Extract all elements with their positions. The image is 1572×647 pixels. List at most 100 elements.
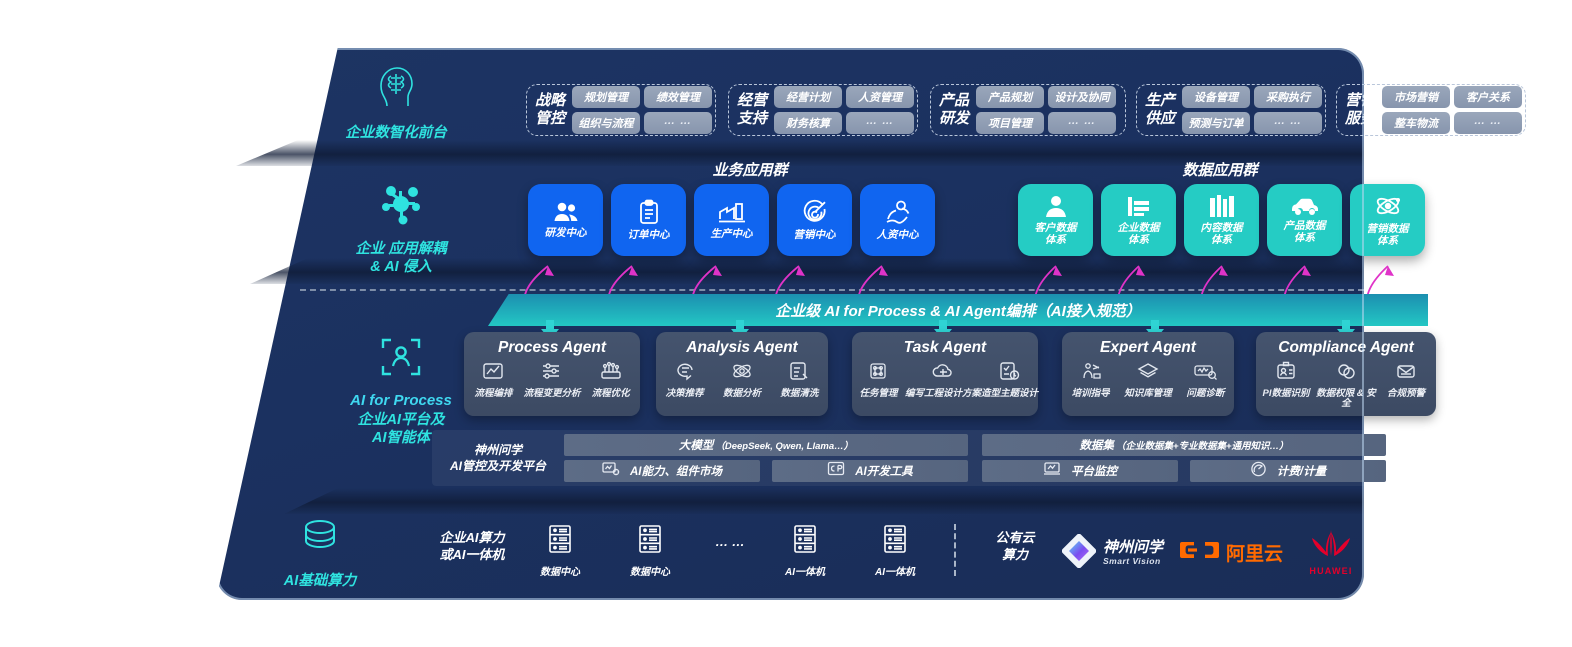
datasets-bar[interactable]: 数据集 （企业数据集+专业数据集+通用知识…） (982, 434, 1386, 456)
feature-label: 知识库管理 (1124, 388, 1172, 399)
agent-feature[interactable]: 问题诊断 (1177, 361, 1234, 399)
agent-feature[interactable]: 数据清洗 (771, 361, 828, 399)
data-card-label: 营销数据 体系 (1366, 222, 1409, 247)
app-card-rd-center[interactable]: 研发中心 (528, 184, 603, 256)
chip[interactable]: 财务核算 (774, 112, 843, 134)
down-arrow-icon (1146, 320, 1164, 340)
ai-boundary-dashed-line (300, 289, 1364, 291)
infra-node-aio-2[interactable]: AI一体机 (865, 524, 925, 578)
data-clean-icon (788, 361, 810, 386)
chip[interactable]: 设备管理 (1182, 86, 1251, 108)
chip[interactable]: 采购执行 (1254, 86, 1323, 108)
public-cloud-line1: 公有云 (995, 530, 1035, 545)
agent-feature[interactable]: 任务管理 (852, 361, 905, 399)
platform-cell-dev-tools[interactable]: AI开发工具 (772, 460, 968, 482)
agent-title: Analysis Agent (686, 339, 798, 356)
data-card-marketing[interactable]: 营销数据 体系 (1350, 184, 1425, 256)
agent-feature[interactable]: 知识库管理 (1119, 361, 1176, 399)
data-card-product[interactable]: 产品数据 体系 (1267, 184, 1342, 256)
agent-card-process[interactable]: Process Agent 流程编排 流程变更分析 流程优化 (464, 332, 640, 416)
chip[interactable]: 预测与订单 (1182, 112, 1251, 134)
agent-feature[interactable]: 造型主题设计 (981, 361, 1038, 399)
chip-more[interactable]: … … (846, 112, 915, 134)
down-arrow-icon (934, 320, 952, 340)
agent-feature[interactable]: PI数据识别 (1256, 361, 1316, 410)
agent-title: Compliance Agent (1278, 339, 1414, 356)
agent-feature[interactable]: 流程优化 (581, 361, 640, 399)
agent-feature[interactable]: 数据权限 & 安全 (1316, 361, 1376, 410)
chip[interactable]: 经营计划 (774, 86, 843, 108)
people-group-icon (553, 201, 579, 223)
layers-icon (1137, 361, 1159, 386)
app-card-order-center[interactable]: 订单中心 (611, 184, 686, 256)
agent-card-task[interactable]: Task Agent 任务管理 编写工程设计方案 造型主题设计 (852, 332, 1038, 416)
agent-feature[interactable]: 编写工程设计方案 (905, 361, 981, 399)
chip[interactable]: 设计及协同 (1048, 86, 1117, 108)
infra-node-aio-1[interactable]: AI一体机 (775, 524, 835, 578)
models-bar[interactable]: 大模型 （DeepSeek, Qwen, Llama…） (564, 434, 968, 456)
agent-feature[interactable]: 流程变更分析 (523, 361, 582, 399)
infra-label-line1: 企业AI算力 (439, 530, 505, 545)
chip-more[interactable]: … … (644, 112, 713, 134)
vendor-sub: Smart Vision (1103, 556, 1161, 567)
platform-cell-billing[interactable]: 计费/计量 (1190, 460, 1386, 482)
chip[interactable]: 组织与流程 (572, 112, 641, 134)
group-chips: 设备管理 采购执行 预测与订单 … … (1182, 86, 1323, 134)
orchestration-banner: 企业级 AI for Process & AI Agent编排（AI接入规范） (488, 294, 1428, 326)
chip-more[interactable]: … … (1048, 112, 1117, 134)
sidebar-label-line3: AI智能体 (372, 429, 430, 446)
infra-node-ellipsis: … … (700, 534, 760, 551)
platform-cell-ai-market[interactable]: AI能力、组件市场 (564, 460, 760, 482)
feature-label: 数据权限 & 安全 (1316, 388, 1376, 410)
agent-card-analysis[interactable]: Analysis Agent 决策推荐 数据分析 数据清洗 (656, 332, 828, 416)
infra-divider-dashed (954, 524, 956, 576)
infra-node-datacenter-1[interactable]: 数据中心 (530, 524, 590, 578)
agent-features: 任务管理 编写工程设计方案 造型主题设计 (852, 361, 1038, 399)
domain-group-strategy[interactable]: 战略 管控 规划管理 绩效管理 组织与流程 … … (526, 84, 716, 136)
agent-feature[interactable]: 流程编排 (464, 361, 523, 399)
agent-features: 决策推荐 数据分析 数据清洗 (656, 361, 828, 399)
data-card-customer[interactable]: 客户数据 体系 (1018, 184, 1093, 256)
chip[interactable]: 产品规划 (976, 86, 1045, 108)
sidebar-label-line1: AI for Process (350, 392, 452, 409)
chip[interactable]: 市场营销 (1382, 86, 1451, 108)
ai-platform-strip: 神州问学 AI管控及开发平台 大模型 （DeepSeek, Qwen, Llama… (432, 430, 1392, 486)
agent-feature[interactable]: 决策推荐 (656, 361, 713, 399)
chip[interactable]: 绩效管理 (644, 86, 713, 108)
group-chips: 规划管理 绩效管理 组织与流程 … … (572, 86, 713, 134)
app-card-production-center[interactable]: 生产中心 (694, 184, 769, 256)
chip[interactable]: 项目管理 (976, 112, 1045, 134)
app-card-hr-center[interactable]: 人资中心 (860, 184, 935, 256)
platform-cell-monitoring[interactable]: 平台监控 (982, 460, 1178, 482)
data-card-enterprise[interactable]: 企业数据 体系 (1101, 184, 1176, 256)
agent-feature[interactable]: 合规预警 (1376, 361, 1436, 410)
group-chips: 经营计划 人资管理 财务核算 … … (774, 86, 915, 134)
list-settings-icon (541, 361, 563, 386)
agent-feature[interactable]: 培训指导 (1062, 361, 1119, 399)
agent-feature[interactable]: 数据分析 (713, 361, 770, 399)
group-name: 营销 服务 (1345, 92, 1376, 127)
chip[interactable]: 规划管理 (572, 86, 641, 108)
group-name: 经营 支持 (737, 92, 768, 127)
vendor-aliyun[interactable]: 阿里云 (1180, 538, 1283, 567)
domain-group-production-supply[interactable]: 生产 供应 设备管理 采购执行 预测与订单 … … (1136, 84, 1326, 136)
chip-more[interactable]: … … (1254, 112, 1323, 134)
chip-more[interactable]: … … (1454, 112, 1523, 134)
domain-group-operations[interactable]: 经营 支持 经营计划 人资管理 财务核算 … … (728, 84, 918, 136)
feature-label: 决策推荐 (665, 388, 704, 399)
data-card-content[interactable]: 内容数据 体系 (1184, 184, 1259, 256)
market-icon (602, 461, 620, 481)
domain-group-product-rd[interactable]: 产品 研发 产品规划 设计及协同 项目管理 … … (930, 84, 1126, 136)
chip[interactable]: 整车物流 (1382, 112, 1451, 134)
agent-card-expert[interactable]: Expert Agent 培训指导 知识库管理 问题诊断 (1062, 332, 1234, 416)
vendor-smart-vision[interactable]: 神州问学 Smart Vision (1061, 533, 1163, 573)
platform-label: 神州问学 AI管控及开发平台 (449, 442, 546, 473)
domain-group-marketing-service[interactable]: 营销 服务 市场营销 客户关系 整车物流 … … (1336, 84, 1526, 136)
chip[interactable]: 人资管理 (846, 86, 915, 108)
chip[interactable]: 客户关系 (1454, 86, 1523, 108)
cell-label: AI开发工具 (855, 466, 913, 478)
infra-node-datacenter-2[interactable]: 数据中心 (620, 524, 680, 578)
app-card-marketing-center[interactable]: 营销中心 (777, 184, 852, 256)
agent-card-compliance[interactable]: Compliance Agent PI数据识别 数据权限 & 安全 合规预警 (1256, 332, 1436, 416)
vendor-huawei[interactable]: HUAWEI (1306, 528, 1356, 576)
